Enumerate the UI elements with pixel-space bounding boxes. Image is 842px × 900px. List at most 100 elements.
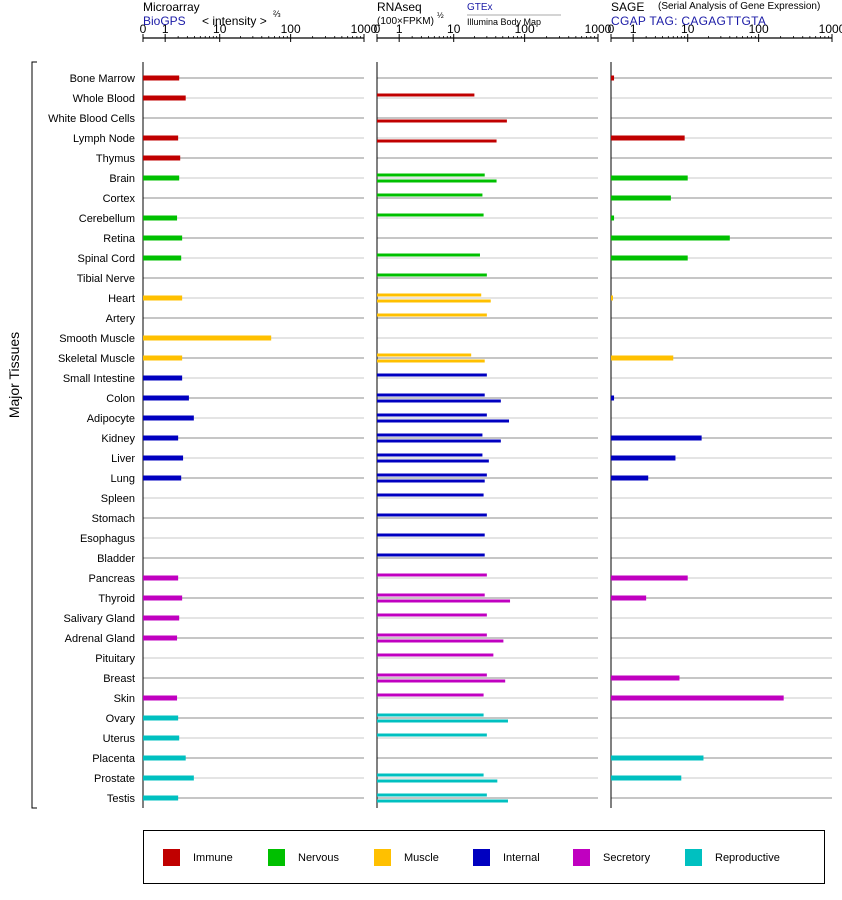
microarray-title: Microarray xyxy=(143,0,200,14)
microarray-tick-label-10: 10 xyxy=(213,22,227,36)
legend-swatch-secretory xyxy=(573,849,590,866)
bar-microarray-lung xyxy=(143,475,182,481)
bar-microarray-heart xyxy=(143,295,183,301)
bar-rnaseq-illumina-breast xyxy=(377,679,506,683)
bar-microarray-kidney xyxy=(143,435,179,441)
bar-rnaseq-illumina-thyroid xyxy=(377,599,511,603)
category-label-lung: Lung xyxy=(111,473,135,485)
bar-microarray-adrenal-gland xyxy=(143,635,178,641)
bar-rnaseq-gtex-pancreas xyxy=(377,573,487,577)
category-label-thymus: Thymus xyxy=(96,153,136,165)
bar-rnaseq-gtex-artery xyxy=(377,313,487,317)
legend-label-nervous: Nervous xyxy=(298,852,339,864)
bar-rnaseq-gtex-small-intestine xyxy=(377,373,487,377)
category-label-kidney: Kidney xyxy=(101,433,135,445)
category-label-breast: Breast xyxy=(103,673,135,685)
category-label-heart: Heart xyxy=(108,293,135,305)
bar-rnaseq-gtex-pituitary xyxy=(377,653,494,657)
microarray-tick-label-1: 1 xyxy=(162,22,169,36)
category-label-cortex: Cortex xyxy=(103,193,136,205)
bar-sage-cerebellum xyxy=(611,215,615,221)
bar-rnaseq-gtex-ovary xyxy=(377,713,484,717)
rnaseq-tick-label-0: 0 xyxy=(374,22,381,36)
bar-sage-cortex xyxy=(611,195,671,201)
rnaseq-tick-label-1: 1 xyxy=(396,22,403,36)
bar-microarray-prostate xyxy=(143,775,194,781)
bar-sage-lymph-node xyxy=(611,135,685,141)
bar-rnaseq-illumina-testis xyxy=(377,799,508,803)
bar-microarray-spinal-cord xyxy=(143,255,182,261)
bar-rnaseq-gtex-cortex xyxy=(377,193,483,197)
category-label-small-intestine: Small Intestine xyxy=(63,373,135,385)
bar-rnaseq-illumina-prostate xyxy=(377,779,498,783)
bar-sage-pancreas xyxy=(611,575,688,581)
bar-microarray-uterus xyxy=(143,735,180,741)
sage-tick-label-0: 0 xyxy=(608,22,615,36)
bar-microarray-adipocyte xyxy=(143,415,194,421)
rnaseq-measure: (100×FPKM) xyxy=(377,16,434,27)
legend-swatch-internal xyxy=(473,849,490,866)
bar-microarray-placenta xyxy=(143,755,186,761)
rnaseq-tick-label-10: 10 xyxy=(447,22,461,36)
sage-tick-label-1000: 1000 xyxy=(819,22,842,36)
microarray-tick-label-100: 100 xyxy=(281,22,301,36)
legend-label-secretory: Secretory xyxy=(603,852,651,864)
category-label-uterus: Uterus xyxy=(103,733,136,745)
bar-sage-kidney xyxy=(611,435,702,441)
bar-rnaseq-gtex-kidney xyxy=(377,433,483,437)
category-label-skeletal-muscle: Skeletal Muscle xyxy=(58,353,135,365)
sage-tick-label-1: 1 xyxy=(630,22,637,36)
legend-swatch-nervous xyxy=(268,849,285,866)
bar-rnaseq-gtex-bladder xyxy=(377,553,485,557)
category-label-cerebellum: Cerebellum xyxy=(79,213,135,225)
category-label-smooth-muscle: Smooth Muscle xyxy=(59,333,135,345)
bar-microarray-thymus xyxy=(143,155,181,161)
bar-rnaseq-illumina-adrenal-gland xyxy=(377,639,504,643)
legend-label-immune: Immune xyxy=(193,852,233,864)
bar-sage-thyroid xyxy=(611,595,647,601)
category-label-skin: Skin xyxy=(114,693,135,705)
bar-rnaseq-illumina-colon xyxy=(377,399,501,403)
category-label-tibial-nerve: Tibial Nerve xyxy=(77,273,135,285)
bar-sage-skin xyxy=(611,695,784,701)
microarray-tick-label-1000: 1000 xyxy=(351,22,378,36)
bar-rnaseq-gtex-thyroid xyxy=(377,593,485,597)
bar-rnaseq-illumina-ovary xyxy=(377,719,508,723)
bar-microarray-colon xyxy=(143,395,189,401)
category-label-colon: Colon xyxy=(106,393,135,405)
category-label-spinal-cord: Spinal Cord xyxy=(78,253,135,265)
category-label-artery: Artery xyxy=(106,313,136,325)
sage-tag: CGAP TAG: CAGAGTTGTA xyxy=(611,14,767,28)
bar-rnaseq-illumina-lymph-node xyxy=(377,139,497,143)
bar-rnaseq-illumina-white-blood-cells xyxy=(377,119,507,123)
bar-rnaseq-gtex-esophagus xyxy=(377,533,485,537)
bar-rnaseq-illumina-liver xyxy=(377,459,489,463)
bar-rnaseq-gtex-brain xyxy=(377,173,485,177)
legend-swatch-reproductive xyxy=(685,849,702,866)
microarray-measure-exponent: ⅔ xyxy=(273,9,281,19)
bar-sage-colon xyxy=(611,395,615,401)
bar-rnaseq-gtex-tibial-nerve xyxy=(377,273,487,277)
bar-rnaseq-gtex-salivary-gland xyxy=(377,613,487,617)
sage-tick-label-100: 100 xyxy=(749,22,769,36)
rnaseq-title: RNAseq xyxy=(377,0,422,14)
bar-rnaseq-gtex-adrenal-gland xyxy=(377,633,487,637)
bar-rnaseq-illumina-lung xyxy=(377,479,485,483)
category-label-esophagus: Esophagus xyxy=(80,533,136,545)
bar-sage-spinal-cord xyxy=(611,255,688,261)
category-label-white-blood-cells: White Blood Cells xyxy=(48,113,135,125)
bar-rnaseq-gtex-cerebellum xyxy=(377,213,484,217)
legend-label-internal: Internal xyxy=(503,852,540,864)
category-label-spleen: Spleen xyxy=(101,493,135,505)
bar-sage-bone-marrow xyxy=(611,75,615,81)
bar-rnaseq-gtex-spleen xyxy=(377,493,484,497)
bar-microarray-cerebellum xyxy=(143,215,178,221)
bar-microarray-liver xyxy=(143,455,184,461)
bar-rnaseq-gtex-whole-blood xyxy=(377,93,475,97)
bar-rnaseq-gtex-heart xyxy=(377,293,482,297)
rnaseq-source-illumina: Illumina Body Map xyxy=(467,17,542,27)
bar-microarray-retina xyxy=(143,235,183,241)
y-group-label: Major Tissues xyxy=(6,332,22,418)
category-label-pituitary: Pituitary xyxy=(95,653,135,665)
